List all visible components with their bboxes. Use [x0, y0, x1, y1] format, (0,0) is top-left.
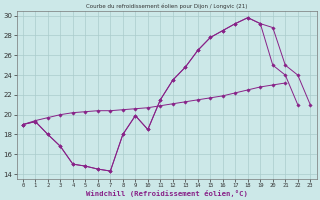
X-axis label: Windchill (Refroidissement éolien,°C): Windchill (Refroidissement éolien,°C): [86, 190, 248, 197]
Title: Courbe du refroidissement éolien pour Dijon / Longvic (21): Courbe du refroidissement éolien pour Di…: [86, 3, 247, 9]
